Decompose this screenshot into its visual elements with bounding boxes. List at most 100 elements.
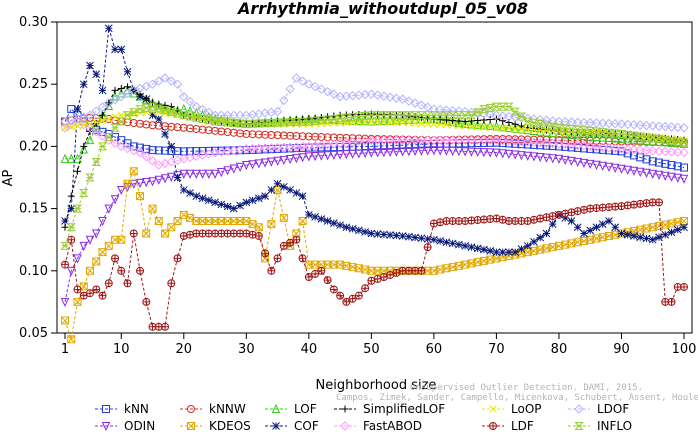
data-point-inflo: [485, 103, 495, 112]
legend-item-loop: LoOP: [482, 402, 542, 416]
data-point-lof: [454, 117, 464, 128]
data-point-cof: [473, 244, 482, 253]
data-point-cof: [223, 202, 232, 211]
data-point-knnw: [136, 119, 145, 128]
data-point-knnw: [217, 127, 226, 136]
data-point-simplifiedlof: [117, 85, 125, 93]
watermark-line-1: Campos, Zimek, Sander, Campello, Micenko…: [336, 393, 698, 403]
data-point-cof: [423, 235, 432, 243]
data-point-inflo: [598, 128, 608, 137]
data-point-fastabod: [135, 147, 145, 158]
data-point-loop: [430, 120, 438, 128]
data-point-odin: [141, 178, 151, 188]
legend-marker-fastabod: [340, 421, 350, 431]
data-point-ldf: [248, 230, 257, 239]
data-point-knn: [673, 162, 682, 171]
data-point-inflo: [260, 119, 270, 128]
data-point-odin: [642, 168, 651, 178]
data-point-knnw: [242, 129, 251, 138]
data-point-kdeos: [123, 179, 132, 188]
data-point-cof: [536, 233, 545, 242]
data-point-odin: [367, 148, 376, 158]
legend-marker-ldof: [574, 404, 584, 414]
data-point-loop: [523, 125, 532, 134]
data-point-inflo: [385, 111, 395, 120]
series-odin: [60, 146, 689, 308]
data-point-loop: [436, 120, 445, 129]
data-point-knnw: [129, 119, 138, 128]
data-point-ldof: [304, 79, 314, 89]
y-tick-label: 0.30: [19, 15, 48, 30]
data-point-inflo: [560, 124, 570, 133]
data-point-cof: [61, 217, 69, 225]
data-point-ldof: [666, 122, 677, 132]
legend: kNN ODIN kNNW KDEOS LOF COF SimplifiedLOF FastA…: [95, 402, 632, 433]
data-point-cof: [179, 186, 188, 194]
data-point-ldof: [441, 105, 452, 115]
data-point-odin: [192, 169, 201, 179]
data-point-knn: [611, 146, 620, 155]
series-cof: [61, 24, 688, 256]
data-point-inflo: [141, 103, 151, 112]
data-point-lof: [79, 144, 89, 154]
data-point-loop: [467, 122, 476, 131]
data-point-knnw: [261, 130, 270, 139]
data-point-odin: [529, 152, 539, 162]
data-point-loop: [567, 128, 576, 136]
data-point-inflo: [547, 122, 558, 131]
data-point-ldof: [316, 84, 327, 94]
data-point-cof: [111, 45, 119, 54]
data-point-knn: [404, 140, 413, 149]
data-point-odin: [442, 146, 451, 156]
data-point-odin: [660, 171, 670, 181]
data-point-ldof: [197, 104, 208, 115]
data-point-simplifiedlof: [111, 86, 119, 94]
data-point-inflo: [629, 131, 639, 140]
data-point-odin: [473, 147, 482, 158]
data-point-kdeos: [142, 229, 151, 238]
legend-marker-ldf: [489, 422, 498, 430]
series-ldf: [61, 198, 689, 331]
data-point-inflo: [422, 111, 433, 120]
data-point-knnw: [567, 136, 576, 145]
data-point-odin: [523, 151, 532, 161]
data-point-odin: [248, 160, 257, 170]
data-point-odin: [73, 254, 82, 264]
data-point-ldof: [322, 86, 333, 97]
data-point-cof: [580, 229, 588, 238]
data-point-cof: [279, 182, 288, 191]
data-point-cof: [405, 232, 413, 241]
data-point-ldof: [185, 96, 195, 107]
data-point-inflo: [254, 119, 264, 128]
data-point-odin: [317, 151, 326, 161]
data-point-fastabod: [404, 135, 414, 145]
data-point-kdeos: [117, 235, 126, 244]
data-point-simplifiedlof: [436, 116, 444, 124]
data-point-knnw: [292, 131, 301, 140]
data-point-loop: [104, 114, 113, 123]
data-point-knnw: [317, 132, 326, 141]
series-loop: [61, 107, 688, 145]
data-point-knn: [529, 140, 538, 149]
data-point-fastabod: [547, 138, 558, 149]
legend-item-fastabod: FastABOD: [334, 419, 422, 433]
data-point-kdeos: [86, 266, 95, 275]
data-point-ldof: [604, 118, 614, 129]
data-point-cof: [592, 223, 601, 232]
data-point-odin: [154, 175, 164, 185]
data-point-odin: [267, 157, 276, 167]
data-point-ldof: [547, 116, 558, 126]
data-point-cof: [661, 230, 670, 239]
data-point-inflo: [510, 107, 520, 116]
data-point-odin: [204, 169, 214, 179]
data-point-cof: [673, 225, 682, 234]
data-point-cof: [198, 194, 207, 203]
data-point-odin: [242, 161, 251, 171]
data-point-ldof: [598, 118, 608, 128]
data-point-cof: [173, 173, 182, 182]
data-point-knnw: [561, 136, 570, 145]
data-point-knnw: [279, 131, 288, 140]
data-point-knnw: [161, 122, 170, 131]
y-axis-label: AP: [1, 169, 16, 186]
data-point-ldof: [679, 123, 689, 133]
